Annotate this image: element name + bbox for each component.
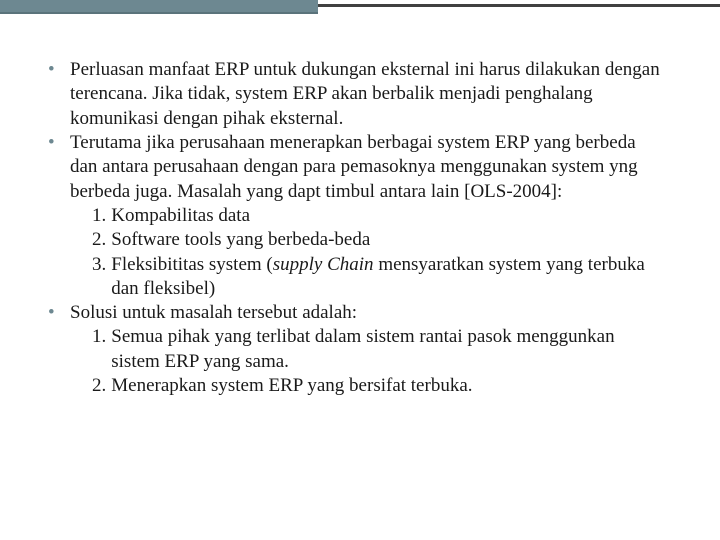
bullet-icon: • bbox=[48, 301, 70, 398]
sub-text: Fleksibititas system (supply Chain mensy… bbox=[111, 253, 660, 302]
sub-num: 2. bbox=[92, 374, 111, 398]
sub-text: Kompabilitas data bbox=[111, 204, 660, 228]
sub-text: Software tools yang berbeda-beda bbox=[111, 228, 660, 252]
sub-num: 1. bbox=[92, 325, 111, 374]
sub-num: 3. bbox=[92, 253, 111, 302]
bullet-text-2: Terutama jika perusahaan menerapkan berb… bbox=[70, 131, 660, 301]
sub-item: 2. Software tools yang berbeda-beda bbox=[92, 228, 660, 252]
bullet-item-1: • Perluasan manfaat ERP untuk dukungan e… bbox=[48, 58, 660, 131]
bullet-text-3-body: Solusi untuk masalah tersebut adalah: bbox=[70, 302, 357, 323]
bullet-text-3: Solusi untuk masalah tersebut adalah: 1.… bbox=[70, 301, 660, 398]
sub-num: 2. bbox=[92, 228, 111, 252]
top-decorative-bar bbox=[0, 0, 720, 14]
sub-item: 1. Semua pihak yang terlibat dalam siste… bbox=[92, 325, 660, 374]
sub-item: 2. Menerapkan system ERP yang bersifat t… bbox=[92, 374, 660, 398]
bullet-text-1: Perluasan manfaat ERP untuk dukungan eks… bbox=[70, 58, 660, 131]
bullet-2-sublist: 1. Kompabilitas data 2. Software tools y… bbox=[70, 204, 660, 301]
top-bar-line bbox=[318, 4, 720, 7]
top-bar-line-wrap bbox=[318, 0, 720, 14]
sub-text: Menerapkan system ERP yang bersifat terb… bbox=[111, 374, 660, 398]
sub-num: 1. bbox=[92, 204, 111, 228]
bullet-item-3: • Solusi untuk masalah tersebut adalah: … bbox=[48, 301, 660, 398]
slide-content: • Perluasan manfaat ERP untuk dukungan e… bbox=[48, 58, 660, 398]
bullet-item-2: • Terutama jika perusahaan menerapkan be… bbox=[48, 131, 660, 301]
sub-text: Semua pihak yang terlibat dalam sistem r… bbox=[111, 325, 660, 374]
sub-item: 3. Fleksibititas system (supply Chain me… bbox=[92, 253, 660, 302]
bullet-3-sublist: 1. Semua pihak yang terlibat dalam siste… bbox=[70, 325, 660, 398]
sub-text-3-pre: Fleksibititas system ( bbox=[111, 254, 273, 275]
top-bar-accent bbox=[0, 0, 318, 14]
bullet-text-2-body: Terutama jika perusahaan menerapkan berb… bbox=[70, 132, 638, 202]
bullet-icon: • bbox=[48, 131, 70, 301]
sub-text-3-italic: supply Chain bbox=[273, 254, 374, 275]
sub-item: 1. Kompabilitas data bbox=[92, 204, 660, 228]
bullet-icon: • bbox=[48, 58, 70, 131]
